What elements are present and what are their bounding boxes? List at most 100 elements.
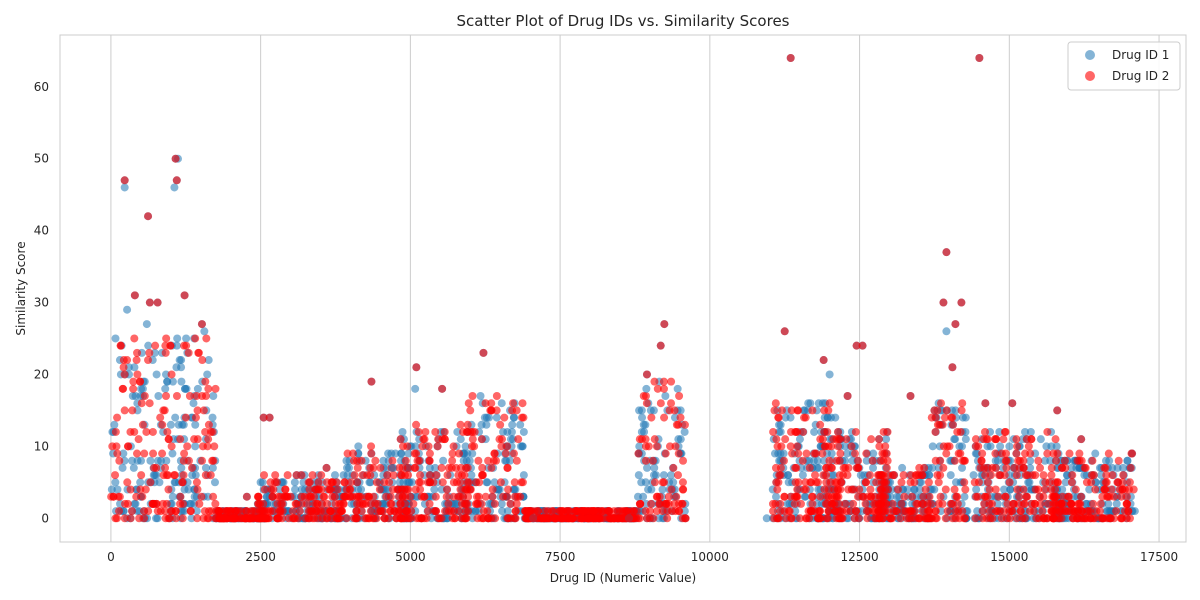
drug-id-2-point bbox=[470, 427, 479, 436]
drug-id-2-point bbox=[475, 478, 484, 487]
drug-id-2-point bbox=[1012, 449, 1021, 458]
drug-id-2-point bbox=[660, 413, 669, 422]
drug-id-1-point bbox=[405, 478, 414, 487]
drug-id-2-point bbox=[242, 492, 251, 501]
drug-id-2-point bbox=[1020, 514, 1029, 523]
drug-id-1-point bbox=[142, 320, 151, 329]
drug-id-1-point bbox=[1113, 463, 1122, 472]
drug-id-2-point bbox=[1069, 507, 1078, 516]
y-tick-label: 0 bbox=[41, 511, 49, 525]
drug-id-1-point bbox=[177, 463, 186, 472]
drug-id-2-point bbox=[678, 485, 687, 494]
drug-id-2-point bbox=[488, 485, 497, 494]
drug-id-1-point bbox=[1091, 449, 1100, 458]
drug-id-1-point bbox=[800, 492, 809, 501]
drug-id-2-point bbox=[834, 442, 843, 451]
drug-id-2-point bbox=[1117, 514, 1126, 523]
drug-id-2-point bbox=[182, 341, 191, 350]
drug-id-1-point bbox=[1046, 456, 1055, 465]
drug-id-2-point bbox=[438, 384, 447, 393]
drug-id-2-point bbox=[479, 348, 488, 357]
drug-id-2-point bbox=[138, 420, 147, 429]
drug-id-2-point bbox=[921, 485, 930, 494]
drug-id-1-point bbox=[189, 399, 198, 408]
drug-id-1-point bbox=[482, 413, 491, 422]
drug-id-2-point bbox=[648, 456, 657, 465]
drug-id-2-point bbox=[1036, 463, 1045, 472]
drug-id-2-point bbox=[463, 463, 472, 472]
drug-id-2-point bbox=[897, 478, 906, 487]
drug-id-1-point bbox=[179, 420, 188, 429]
drug-id-2-point bbox=[820, 427, 829, 436]
drug-id-2-point bbox=[854, 463, 863, 472]
drug-id-2-point bbox=[401, 456, 410, 465]
drug-id-2-point bbox=[172, 176, 181, 185]
drug-id-2-point bbox=[167, 442, 176, 451]
drug-id-2-point bbox=[178, 478, 187, 487]
drug-id-2-point bbox=[1128, 449, 1137, 458]
drug-id-2-point bbox=[1047, 471, 1056, 480]
drug-id-2-point bbox=[571, 507, 580, 516]
drug-id-1-point bbox=[969, 471, 978, 480]
drug-id-2-point bbox=[161, 348, 170, 357]
drug-id-2-point bbox=[1119, 471, 1128, 480]
drug-id-1-point bbox=[130, 363, 139, 372]
drug-id-2-point bbox=[842, 435, 851, 444]
drug-id-2-point bbox=[836, 449, 845, 458]
drug-id-1-point bbox=[1006, 485, 1015, 494]
drug-id-2-point bbox=[137, 399, 146, 408]
drug-id-2-point bbox=[331, 499, 340, 508]
drug-id-2-point bbox=[119, 363, 128, 372]
drug-id-1-point bbox=[995, 427, 1004, 436]
drug-id-1-point bbox=[1072, 463, 1081, 472]
drug-id-2-point bbox=[206, 471, 215, 480]
drug-id-2-point bbox=[826, 478, 835, 487]
drug-id-2-point bbox=[128, 406, 137, 415]
drug-id-2-point bbox=[659, 377, 668, 386]
drug-id-1-point bbox=[168, 377, 177, 386]
drug-id-2-point bbox=[416, 471, 425, 480]
drug-id-2-point bbox=[1101, 485, 1110, 494]
drug-id-2-point bbox=[132, 356, 141, 365]
drug-id-2-point bbox=[438, 478, 447, 487]
drug-id-2-point bbox=[417, 514, 426, 523]
drug-id-2-point bbox=[308, 507, 317, 516]
drug-id-2-point bbox=[980, 499, 989, 508]
drug-id-2-point bbox=[960, 456, 969, 465]
drug-id-1-point bbox=[111, 334, 120, 343]
drug-id-2-point bbox=[1122, 499, 1131, 508]
drug-id-1-point bbox=[476, 392, 485, 401]
drug-id-2-point bbox=[792, 463, 801, 472]
drug-id-2-point bbox=[1082, 478, 1091, 487]
drug-id-1-point bbox=[946, 471, 955, 480]
drug-id-1-point bbox=[200, 327, 209, 336]
data-points bbox=[107, 54, 1139, 523]
drug-id-2-point bbox=[780, 492, 789, 501]
drug-id-2-point bbox=[808, 406, 817, 415]
drug-id-2-point bbox=[882, 499, 891, 508]
drug-id-2-point bbox=[254, 514, 263, 523]
drug-id-2-point bbox=[1096, 499, 1105, 508]
drug-id-1-point bbox=[831, 413, 840, 422]
drug-id-2-point bbox=[647, 413, 656, 422]
drug-id-2-point bbox=[1016, 507, 1025, 516]
drug-id-2-point bbox=[130, 291, 139, 300]
drug-id-2-point bbox=[1060, 456, 1069, 465]
drug-id-2-point bbox=[793, 485, 802, 494]
drug-id-2-point bbox=[468, 392, 477, 401]
drug-id-1-point bbox=[795, 435, 804, 444]
drug-id-2-point bbox=[133, 370, 142, 379]
drug-id-2-point bbox=[141, 485, 150, 494]
drug-id-1-point bbox=[676, 435, 685, 444]
drug-id-1-point bbox=[915, 485, 924, 494]
drug-id-1-point bbox=[680, 507, 689, 516]
drug-id-2-point bbox=[353, 478, 362, 487]
drug-id-1-point bbox=[814, 399, 823, 408]
drug-id-2-point bbox=[310, 514, 319, 523]
drug-id-2-point bbox=[426, 478, 435, 487]
drug-id-1-point bbox=[168, 449, 177, 458]
drug-id-2-point bbox=[417, 492, 426, 501]
drug-id-2-point bbox=[533, 507, 542, 516]
drug-id-2-point bbox=[980, 463, 989, 472]
drug-id-2-point bbox=[303, 499, 312, 508]
